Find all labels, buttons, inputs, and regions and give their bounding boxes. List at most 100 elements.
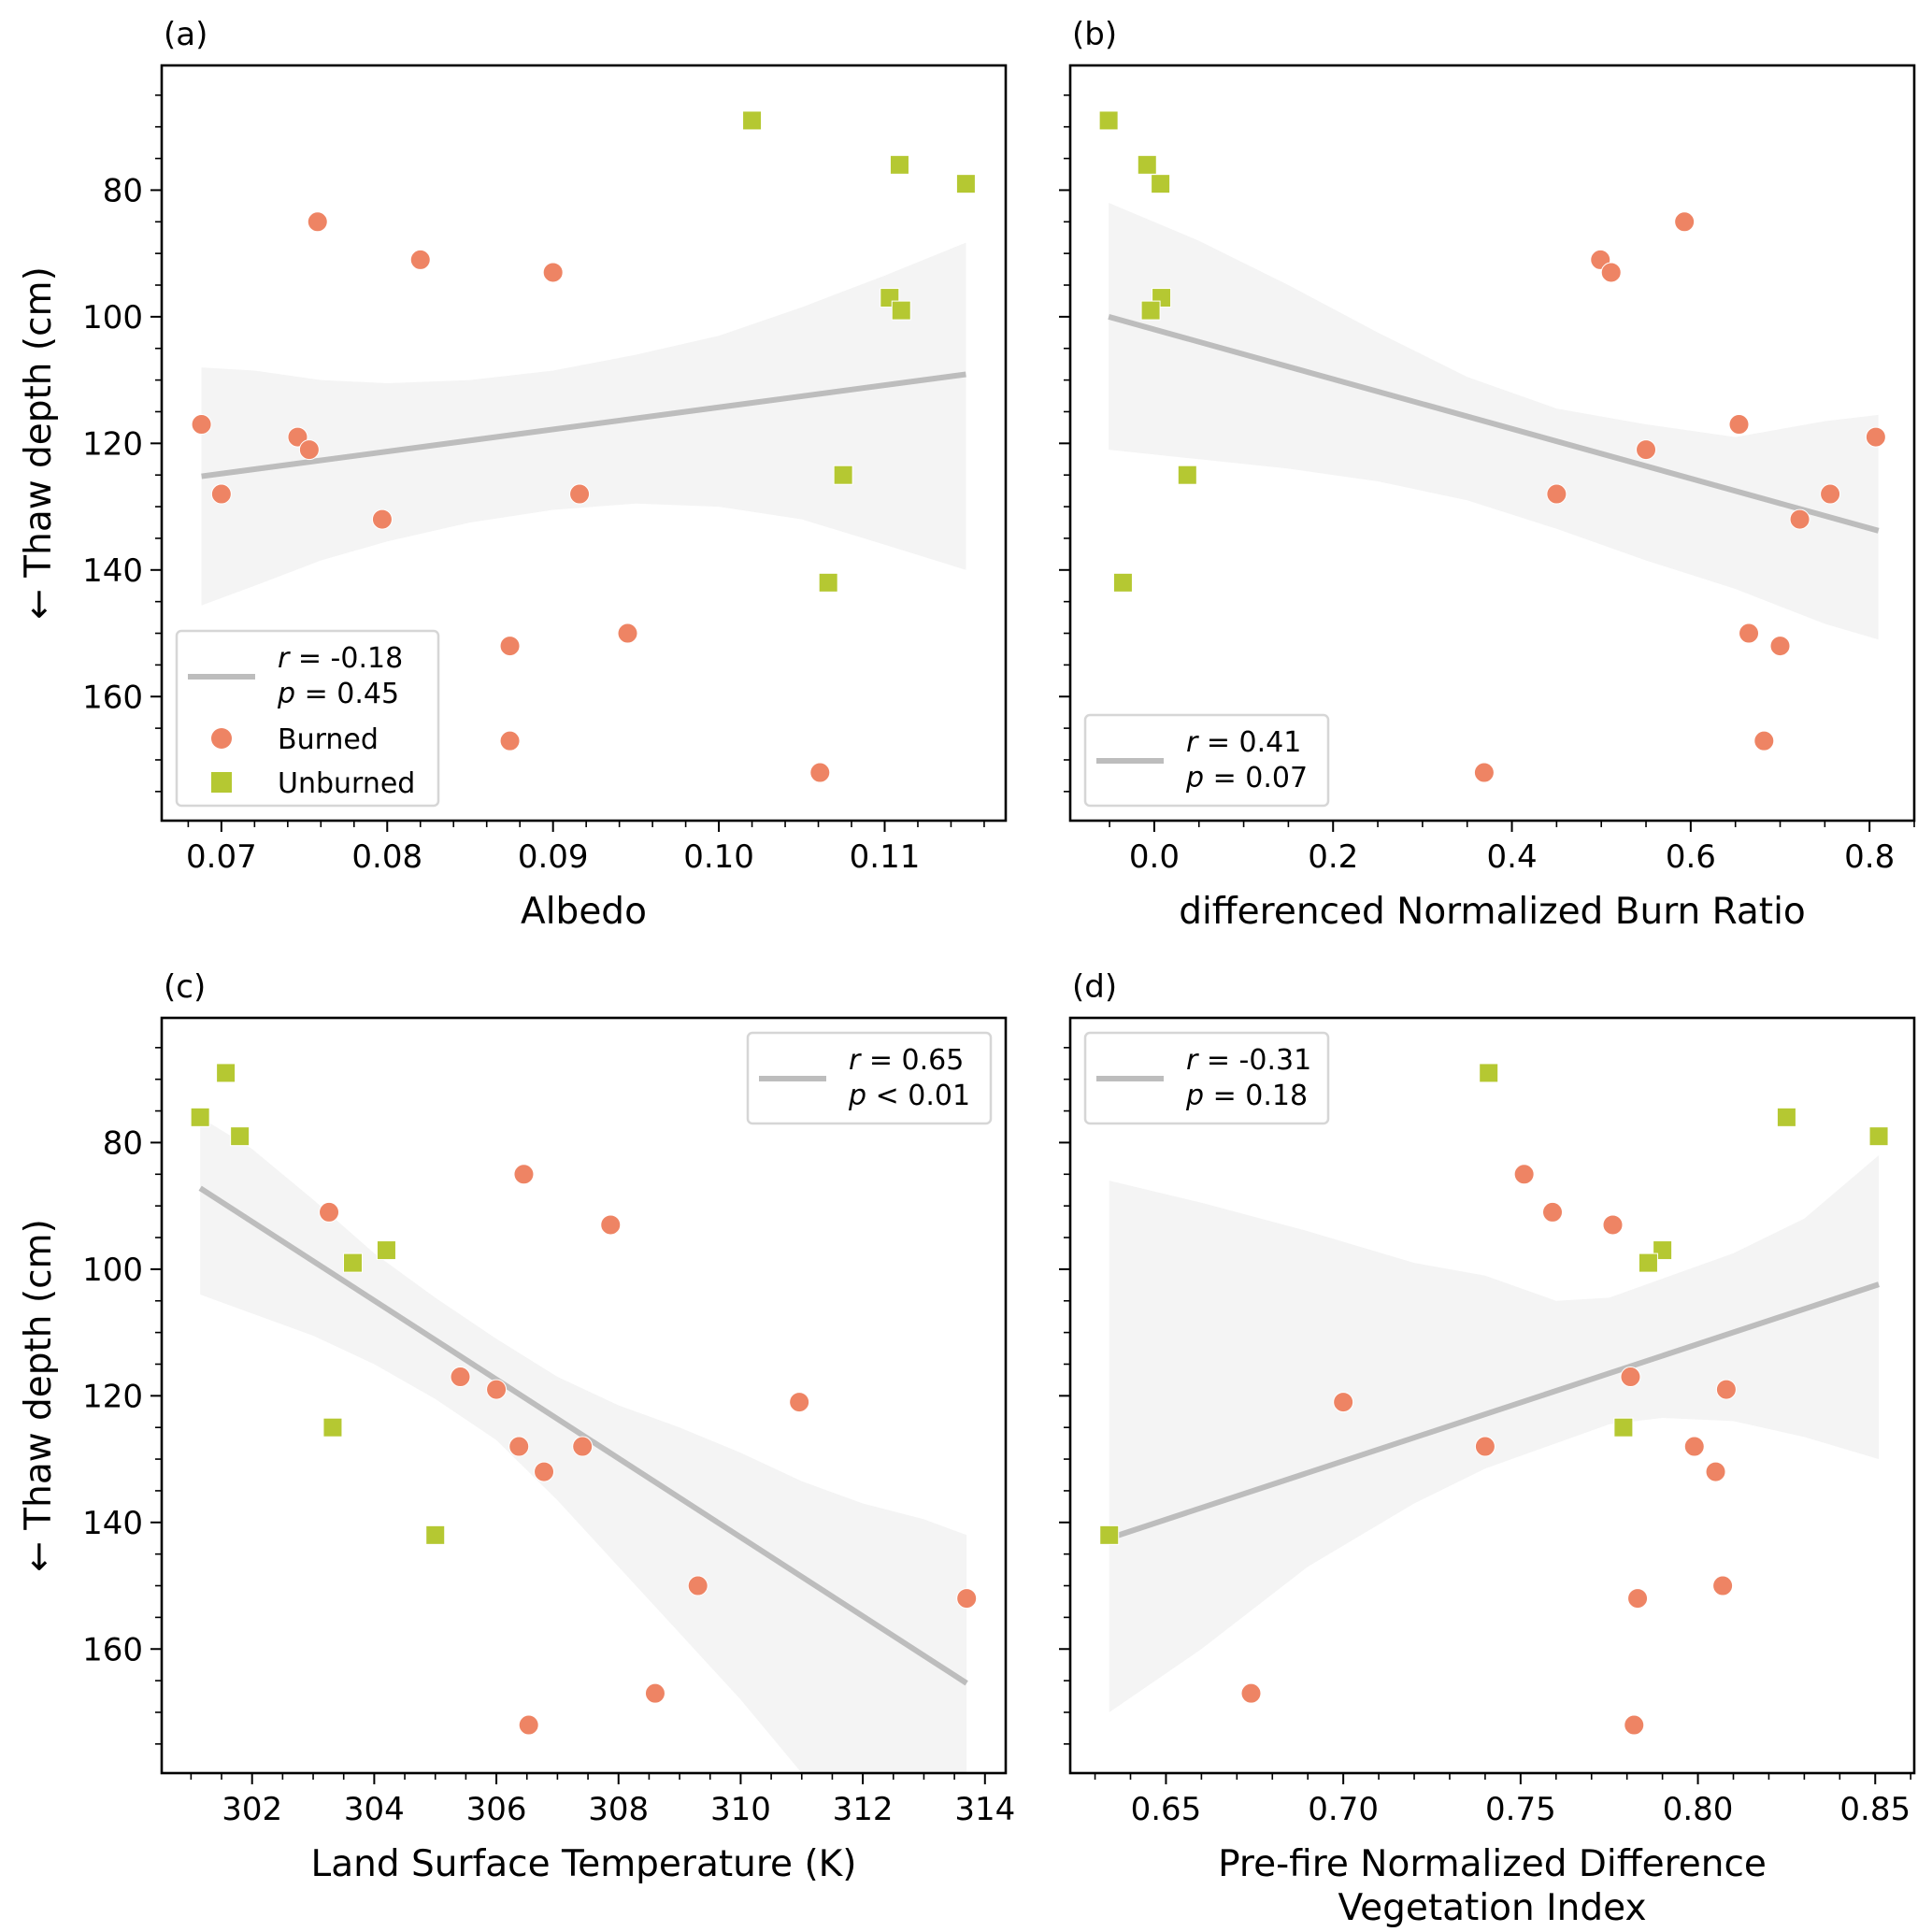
series-burned [1240, 1164, 1737, 1736]
data-point-unburned [1776, 1107, 1796, 1127]
data-point-unburned [1137, 154, 1157, 175]
data-point-burned [644, 1682, 665, 1704]
x-tick-label: 0.65 [1131, 1791, 1202, 1828]
panel-label: (a) [164, 16, 208, 53]
panel-label: (d) [1072, 968, 1117, 1006]
x-tick-label: 302 [222, 1791, 282, 1828]
data-point-burned [572, 1436, 594, 1457]
data-point-burned [499, 636, 521, 657]
series-unburned [742, 110, 976, 593]
data-point-burned [1542, 1201, 1563, 1223]
legend-r-stat: r = -0.18 [278, 642, 403, 675]
legend: r = -0.18p = 0.45 Burned Unburned [175, 629, 440, 808]
panel-a: 0.07 0.08 0.09 0.10 0.11 80 100 120 140 160 (a) Alb… [18, 16, 1008, 933]
x-axis-label: Vegetation Index [1338, 1887, 1646, 1929]
data-point-burned [1627, 1588, 1649, 1610]
data-point-burned [298, 439, 320, 461]
x-tick-label: 0.07 [186, 838, 257, 876]
panel-label: (b) [1072, 16, 1117, 53]
x-tick-label: 0.75 [1485, 1791, 1556, 1828]
data-point-unburned [1099, 1524, 1120, 1545]
x-tick-label: 0.11 [850, 838, 921, 876]
data-point-unburned [1177, 465, 1197, 485]
data-point-unburned [1151, 174, 1171, 194]
data-point-burned [1602, 1214, 1624, 1236]
legend-burned-icon [211, 728, 232, 749]
x-tick-label: 0.2 [1308, 838, 1358, 876]
x-tick-label: 0.80 [1663, 1791, 1734, 1828]
data-point-unburned [1479, 1063, 1499, 1083]
legend: r = -0.31p = 0.18 [1083, 1031, 1330, 1125]
data-point-unburned [343, 1252, 364, 1273]
data-point-burned [450, 1367, 471, 1388]
data-point-unburned [1613, 1417, 1634, 1438]
x-axis-label: differenced Normalized Burn Ratio [1179, 891, 1806, 933]
data-point-burned [1240, 1682, 1262, 1704]
y-tick-label: 140 [82, 1505, 143, 1542]
data-point-burned [513, 1164, 535, 1185]
y-tick-label: 120 [82, 1378, 143, 1415]
regression-line [1108, 1281, 1880, 1541]
x-tick-label: 0.08 [351, 838, 422, 876]
data-point-burned [191, 414, 212, 436]
panel-d: 0.65 0.70 0.75 0.80 0.85 (d) Pre-fire Normaliz… [1059, 968, 1916, 1929]
x-tick-label: 0.0 [1129, 838, 1180, 876]
legend-r-stat: r = -0.31 [1186, 1044, 1311, 1077]
legend-burned-label: Burned [278, 723, 379, 756]
y-tick-label: 120 [82, 425, 143, 463]
data-point-unburned [216, 1063, 236, 1083]
data-point-unburned [425, 1524, 446, 1545]
regression-line [198, 1185, 968, 1686]
data-point-unburned [955, 174, 976, 194]
data-point-unburned [376, 1240, 396, 1261]
data-point-unburned [1112, 572, 1133, 593]
data-point-unburned [889, 154, 909, 175]
data-point-burned [1600, 262, 1622, 283]
y-tick-label: 100 [82, 1252, 143, 1289]
regression-line [1108, 313, 1880, 534]
data-point-unburned [322, 1417, 343, 1438]
series-burned [1473, 211, 1886, 783]
data-point-burned [508, 1436, 530, 1457]
data-point-burned [542, 262, 564, 283]
data-point-burned [617, 623, 638, 644]
legend-p-stat: p = 0.18 [1185, 1080, 1308, 1112]
legend-r-stat: r = 0.65 [849, 1044, 964, 1077]
data-point-burned [1715, 1379, 1737, 1400]
x-tick-label: 0.6 [1666, 838, 1716, 876]
data-point-burned [1705, 1461, 1726, 1482]
x-tick-label: 306 [466, 1791, 527, 1828]
data-point-unburned [1868, 1126, 1889, 1147]
data-point-burned [1546, 483, 1567, 505]
data-point-burned [569, 483, 591, 505]
data-point-unburned [833, 465, 853, 485]
x-axis-label: Pre-fire Normalized Difference [1218, 1843, 1767, 1885]
legend-box [1083, 713, 1330, 808]
legend-unburned-label: Unburned [278, 767, 415, 800]
data-point-burned [307, 211, 328, 233]
x-tick-label: 0.09 [518, 838, 589, 876]
x-tick-label: 304 [344, 1791, 405, 1828]
x-tick-label: 310 [710, 1791, 771, 1828]
data-point-burned [1473, 762, 1495, 783]
data-point-burned [1789, 508, 1810, 530]
data-point-burned [518, 1714, 539, 1736]
y-axis-label: ← Thaw depth (cm) [18, 1219, 60, 1572]
data-point-burned [499, 730, 521, 751]
panel-b: 0.0 0.2 0.4 0.6 0.8 (b) differenced Normalized… [1059, 16, 1916, 933]
x-tick-label: 0.8 [1844, 838, 1895, 876]
data-point-burned [1820, 483, 1841, 505]
series-burned [191, 211, 831, 783]
data-point-burned [1712, 1575, 1734, 1596]
data-point-unburned [230, 1126, 250, 1147]
legend-box [1083, 1031, 1330, 1125]
x-tick-label: 0.70 [1308, 1791, 1379, 1828]
data-point-unburned [1098, 110, 1119, 131]
data-point-burned [534, 1461, 555, 1482]
data-point-burned [1769, 636, 1791, 657]
data-point-unburned [818, 572, 838, 593]
data-point-burned [1728, 414, 1750, 436]
legend: r = 0.41p = 0.07 [1083, 713, 1330, 808]
data-point-burned [1865, 426, 1886, 448]
